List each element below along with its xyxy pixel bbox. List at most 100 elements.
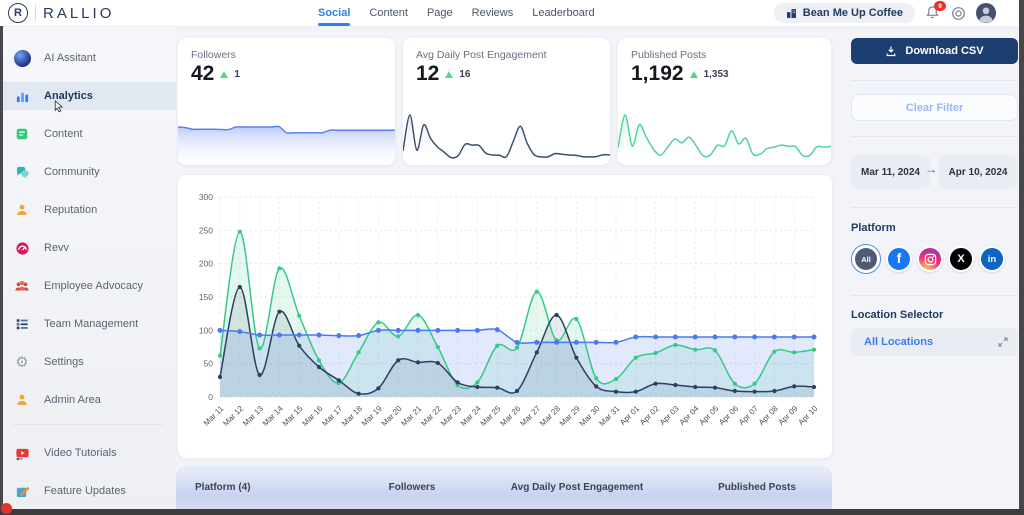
brand-name: RALLIO	[43, 4, 115, 22]
svg-text:Mar 20: Mar 20	[380, 404, 404, 428]
gauge-pink-icon	[13, 239, 31, 257]
help-button[interactable]	[951, 6, 966, 21]
engagement-value: 12	[416, 62, 440, 85]
platform-facebook-button[interactable]: f	[886, 246, 912, 272]
followers-value: 42	[191, 62, 215, 85]
account-selector-button[interactable]: Bean Me Up Coffee	[773, 3, 915, 23]
svg-text:Mar 14: Mar 14	[261, 404, 285, 428]
sidebar-item-team-management[interactable]: Team Management	[0, 310, 176, 338]
date-range-arrow-icon: →	[925, 162, 937, 176]
followers-sparkline	[178, 103, 395, 165]
sidebar-item-ai-assistant[interactable]: AI Assitant	[0, 44, 176, 72]
ai-assistant-icon	[13, 49, 31, 67]
svg-text:150: 150	[199, 292, 213, 302]
svg-text:Mar 21: Mar 21	[399, 404, 423, 428]
platform-all-button[interactable]: All	[851, 244, 881, 274]
svg-text:Apr 05: Apr 05	[697, 404, 720, 427]
list-navy-icon	[13, 315, 31, 333]
chat-bubbles-icon	[13, 163, 31, 181]
platform-label: Platform	[851, 222, 896, 234]
svg-text:Mar 31: Mar 31	[597, 404, 621, 428]
published-value: 1,192	[631, 62, 684, 85]
primary-nav: Social Content Page Reviews Leaderboard	[318, 0, 595, 26]
up-arrow-icon	[220, 70, 229, 78]
screen-edge-bottom	[0, 509, 1024, 515]
col-followers[interactable]: Followers	[388, 482, 436, 493]
platform-linkedin-button[interactable]: in	[979, 246, 1005, 272]
svg-text:Mar 28: Mar 28	[538, 404, 562, 428]
notifications-button[interactable]: 9	[925, 1, 946, 21]
gear-icon: ⚙	[15, 353, 29, 371]
published-sparkline	[618, 103, 831, 165]
svg-text:50: 50	[204, 359, 214, 369]
tab-content[interactable]: Content	[369, 7, 408, 19]
engagement-card: Avg Daily Post Engagement 12 16	[403, 38, 610, 165]
svg-text:250: 250	[199, 225, 213, 235]
pencil-square-icon	[13, 482, 31, 500]
sidebar-item-feature-updates[interactable]: Feature Updates	[0, 477, 176, 505]
platform-x-button[interactable]: X	[948, 246, 974, 272]
svg-text:Mar 23: Mar 23	[439, 404, 463, 428]
svg-text:Mar 15: Mar 15	[281, 404, 305, 428]
download-csv-button[interactable]: Download CSV	[851, 38, 1018, 64]
content-icon	[13, 125, 31, 143]
sidebar-divider	[12, 424, 164, 425]
card-title: Published Posts	[631, 49, 707, 61]
account-name: Bean Me Up Coffee	[802, 7, 903, 19]
svg-text:Apr 03: Apr 03	[658, 404, 681, 427]
svg-text:Mar 25: Mar 25	[479, 404, 503, 428]
clear-filter-button[interactable]: Clear Filter	[851, 94, 1018, 121]
up-arrow-icon	[445, 70, 454, 78]
col-published[interactable]: Published Posts	[718, 482, 796, 493]
tab-reviews[interactable]: Reviews	[471, 7, 514, 19]
divider	[851, 136, 1018, 137]
up-arrow-icon	[689, 70, 698, 78]
divider	[851, 207, 1018, 208]
sidebar-item-community[interactable]: Community	[0, 158, 176, 186]
tab-page[interactable]: Page	[426, 7, 453, 19]
engagement-sparkline	[403, 103, 610, 165]
sidebar-item-reputation[interactable]: Reputation	[0, 196, 176, 224]
location-selector[interactable]: All Locations	[851, 328, 1018, 356]
svg-text:Apr 06: Apr 06	[717, 404, 740, 427]
svg-text:Mar 27: Mar 27	[518, 404, 542, 428]
date-to-input[interactable]: Apr 10, 2024	[938, 155, 1018, 189]
card-title: Avg Daily Post Engagement	[416, 49, 547, 61]
sidebar-item-revv[interactable]: Revv	[0, 234, 176, 262]
sidebar-item-admin-area[interactable]: Admin Area	[0, 386, 176, 414]
user-avatar[interactable]	[976, 3, 996, 23]
card-title: Followers	[191, 49, 236, 61]
instagram-icon	[924, 253, 936, 265]
sidebar: AI Assitant Analytics Content Community …	[0, 26, 176, 515]
sidebar-item-content[interactable]: Content	[0, 120, 176, 148]
published-delta: 1,353	[703, 68, 729, 80]
published-posts-card: Published Posts 1,192 1,353	[618, 38, 831, 165]
svg-text:Apr 02: Apr 02	[638, 404, 661, 427]
svg-text:100: 100	[199, 325, 213, 335]
svg-text:0: 0	[208, 392, 213, 402]
sidebar-item-settings[interactable]: ⚙ Settings	[0, 348, 176, 376]
svg-text:Mar 17: Mar 17	[320, 404, 344, 428]
analytics-line-chart: 0 50 100 150 200 250 300 Mar 11 Mar 12 Mar 13 Mar …	[178, 175, 832, 462]
svg-text:Mar 22: Mar 22	[419, 404, 443, 428]
brand[interactable]: R RALLIO	[8, 3, 114, 23]
person-orange-icon	[13, 201, 31, 219]
lens-icon	[952, 6, 965, 20]
tab-leaderboard[interactable]: Leaderboard	[532, 7, 595, 19]
platform-instagram-button[interactable]	[917, 246, 943, 272]
col-engagement[interactable]: Avg Daily Post Engagement	[510, 482, 644, 493]
sidebar-item-video-tutorials[interactable]: Video Tutorials	[0, 439, 176, 467]
video-icon	[13, 444, 31, 462]
bar-chart-icon	[13, 87, 31, 105]
sidebar-item-employee-advocacy[interactable]: Employee Advocacy	[0, 272, 176, 300]
svg-text:Apr 07: Apr 07	[737, 404, 760, 427]
svg-text:Mar 12: Mar 12	[221, 404, 245, 428]
col-platform[interactable]: Platform (4)	[195, 482, 251, 493]
svg-text:200: 200	[199, 259, 213, 269]
tab-social[interactable]: Social	[318, 0, 350, 26]
top-bar: R RALLIO Social Content Page Reviews Lea…	[0, 0, 1024, 27]
date-from-input[interactable]: Mar 11, 2024	[851, 155, 930, 189]
sidebar-item-analytics[interactable]: Analytics	[0, 82, 176, 110]
svg-text:Mar 29: Mar 29	[558, 404, 582, 428]
